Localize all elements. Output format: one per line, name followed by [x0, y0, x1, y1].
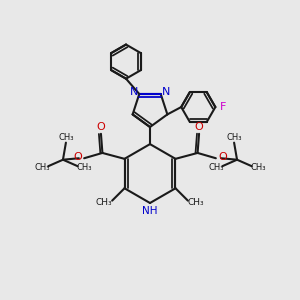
Text: CH₃: CH₃: [76, 164, 92, 172]
Text: F: F: [220, 102, 226, 112]
Text: CH₃: CH₃: [250, 164, 266, 172]
Text: CH₃: CH₃: [208, 164, 224, 172]
Text: O: O: [73, 152, 82, 162]
Text: O: O: [218, 152, 227, 162]
Text: O: O: [195, 122, 203, 132]
Text: CH₃: CH₃: [58, 133, 74, 142]
Text: CH₃: CH₃: [96, 198, 112, 207]
Text: N: N: [130, 87, 138, 97]
Text: N: N: [162, 87, 170, 97]
Text: CH₃: CH₃: [188, 198, 204, 207]
Text: CH₃: CH₃: [34, 164, 50, 172]
Text: O: O: [97, 122, 105, 132]
Text: CH₃: CH₃: [226, 133, 242, 142]
Text: NH: NH: [142, 206, 158, 216]
